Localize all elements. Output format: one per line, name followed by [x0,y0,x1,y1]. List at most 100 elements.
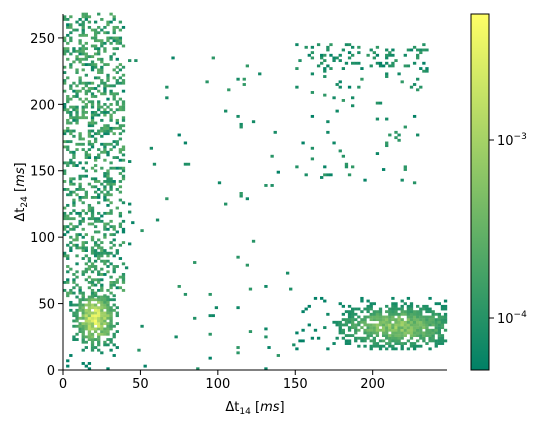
heatmap-cell-445 [81,174,85,178]
heatmap-cell-1492 [375,45,380,49]
heatmap-cell-149 [103,343,107,347]
heatmap-cell-561 [90,211,95,215]
heatmap-cell-817 [109,193,113,197]
heatmap-cell-46 [81,308,85,312]
heatmap-cell-1162 [388,326,392,330]
heatmap-cell-331 [72,209,76,213]
heatmap-cell-190 [109,311,113,315]
heatmap-cell-430 [81,273,85,276]
heatmap-cell-234 [63,71,67,74]
heatmap-cell-1617 [264,327,268,331]
heatmap-cell-429 [81,291,85,295]
heatmap-cell-1423 [320,56,324,60]
heatmap-cell-223 [63,161,67,165]
heatmap-cell-1532 [412,181,417,185]
heatmap-cell-1161 [388,328,392,332]
heatmap-cell-500 [84,81,88,85]
heatmap-cell-24 [78,327,82,331]
heatmap-cell-1565 [143,364,147,368]
heatmap-cell-1223 [400,326,404,330]
heatmap-cell-250 [66,254,70,258]
heatmap-cell-89 [90,335,95,339]
heatmap-cell-107 [93,319,98,323]
heatmap-cell-411 [78,132,82,136]
heatmap-cell-28 [78,308,82,312]
heatmap-cell-150 [103,340,107,344]
heatmap-cell-772 [106,203,110,207]
heatmap-cell-377 [75,110,79,114]
heatmap-cell-764 [106,270,110,274]
y-tick-label-250: 250 [30,32,55,47]
heatmap-cell-1124 [378,339,383,343]
heatmap-cell-649 [97,230,101,234]
heatmap-cell-420 [78,52,82,56]
heatmap-cell-514 [87,275,92,279]
heatmap-cell-1024 [347,320,352,324]
heatmap-cell-428 [81,294,85,298]
heatmap-cell-980 [301,328,305,332]
heatmap-cell-662 [97,129,101,133]
heatmap-cell-1187 [394,347,398,351]
heatmap-cell-376 [75,113,79,117]
heatmap-cell-75 [87,316,92,320]
heatmap-cell-923 [118,158,123,162]
heatmap-cell-849 [112,254,116,258]
heatmap-cell-1341 [428,320,432,324]
heatmap-cell-226 [63,132,67,136]
heatmap-cell-152 [103,330,107,334]
heatmap-cell-682 [100,286,104,290]
heatmap-cell-1048 [357,344,361,348]
heatmap-cell-499 [84,84,88,88]
heatmap-cell-752 [103,92,107,96]
heatmap-cell-652 [97,211,101,215]
heatmap-cell-515 [87,267,92,271]
heatmap-cell-1005 [341,336,346,340]
heatmap-cell-1040 [354,336,358,340]
heatmap-cell-629 [93,52,98,56]
heatmap-cell-932 [118,97,123,101]
heatmap-cell-714 [100,44,104,48]
heatmap-cell-1278 [412,326,417,330]
heatmap-cell-713 [100,57,104,61]
heatmap-cell-15 [75,324,79,328]
heatmap-cell-203 [115,330,119,334]
heatmap-cell-237 [63,49,67,53]
heatmap-cell-909 [118,286,123,290]
heatmap-cell-639 [97,281,101,284]
heatmap-cell-1141 [381,318,386,322]
heatmap-cell-509 [84,17,88,21]
heatmap-cell-574 [90,118,95,122]
heatmap-cell-1357 [431,310,435,314]
heatmap-cell-79 [87,306,92,310]
heatmap-cell-1616 [264,335,268,339]
heatmap-cell-740 [103,150,107,154]
heatmap-cell-864 [112,97,116,101]
heatmap-cell-841 [109,20,113,24]
heatmap-cell-1446 [332,56,336,60]
heatmap-cell-569 [90,142,95,146]
heatmap-cell-43 [81,316,85,320]
heatmap-cell-1453 [338,59,342,63]
heatmap-cell-824 [109,161,113,165]
heatmap-cell-821 [109,180,113,183]
heatmap-cell-922 [118,166,123,170]
heatmap-cell-1432 [323,53,327,57]
heatmap-cell-607 [93,219,98,223]
heatmap-cell-1475 [357,85,361,89]
heatmap-cell-604 [93,241,98,245]
heatmap-cell-408 [78,142,82,146]
heatmap-cell-623 [93,110,98,114]
heatmap-cell-6 [72,338,76,341]
heatmap-cell-1208 [397,328,401,332]
heatmap-cell-286 [69,246,73,250]
heatmap-cell-55 [84,327,88,331]
heatmap-cell-1430 [323,67,327,70]
heatmap-cell-503 [84,57,88,61]
heatmap-cell-591 [90,36,95,40]
heatmap-cell-146 [100,300,104,304]
heatmap-cell-712 [100,60,104,64]
heatmap-cell-16 [75,319,79,323]
heatmap-cell-306 [69,113,73,117]
heatmap-cell-537 [87,87,92,90]
heatmap-cell-1360 [434,339,438,343]
